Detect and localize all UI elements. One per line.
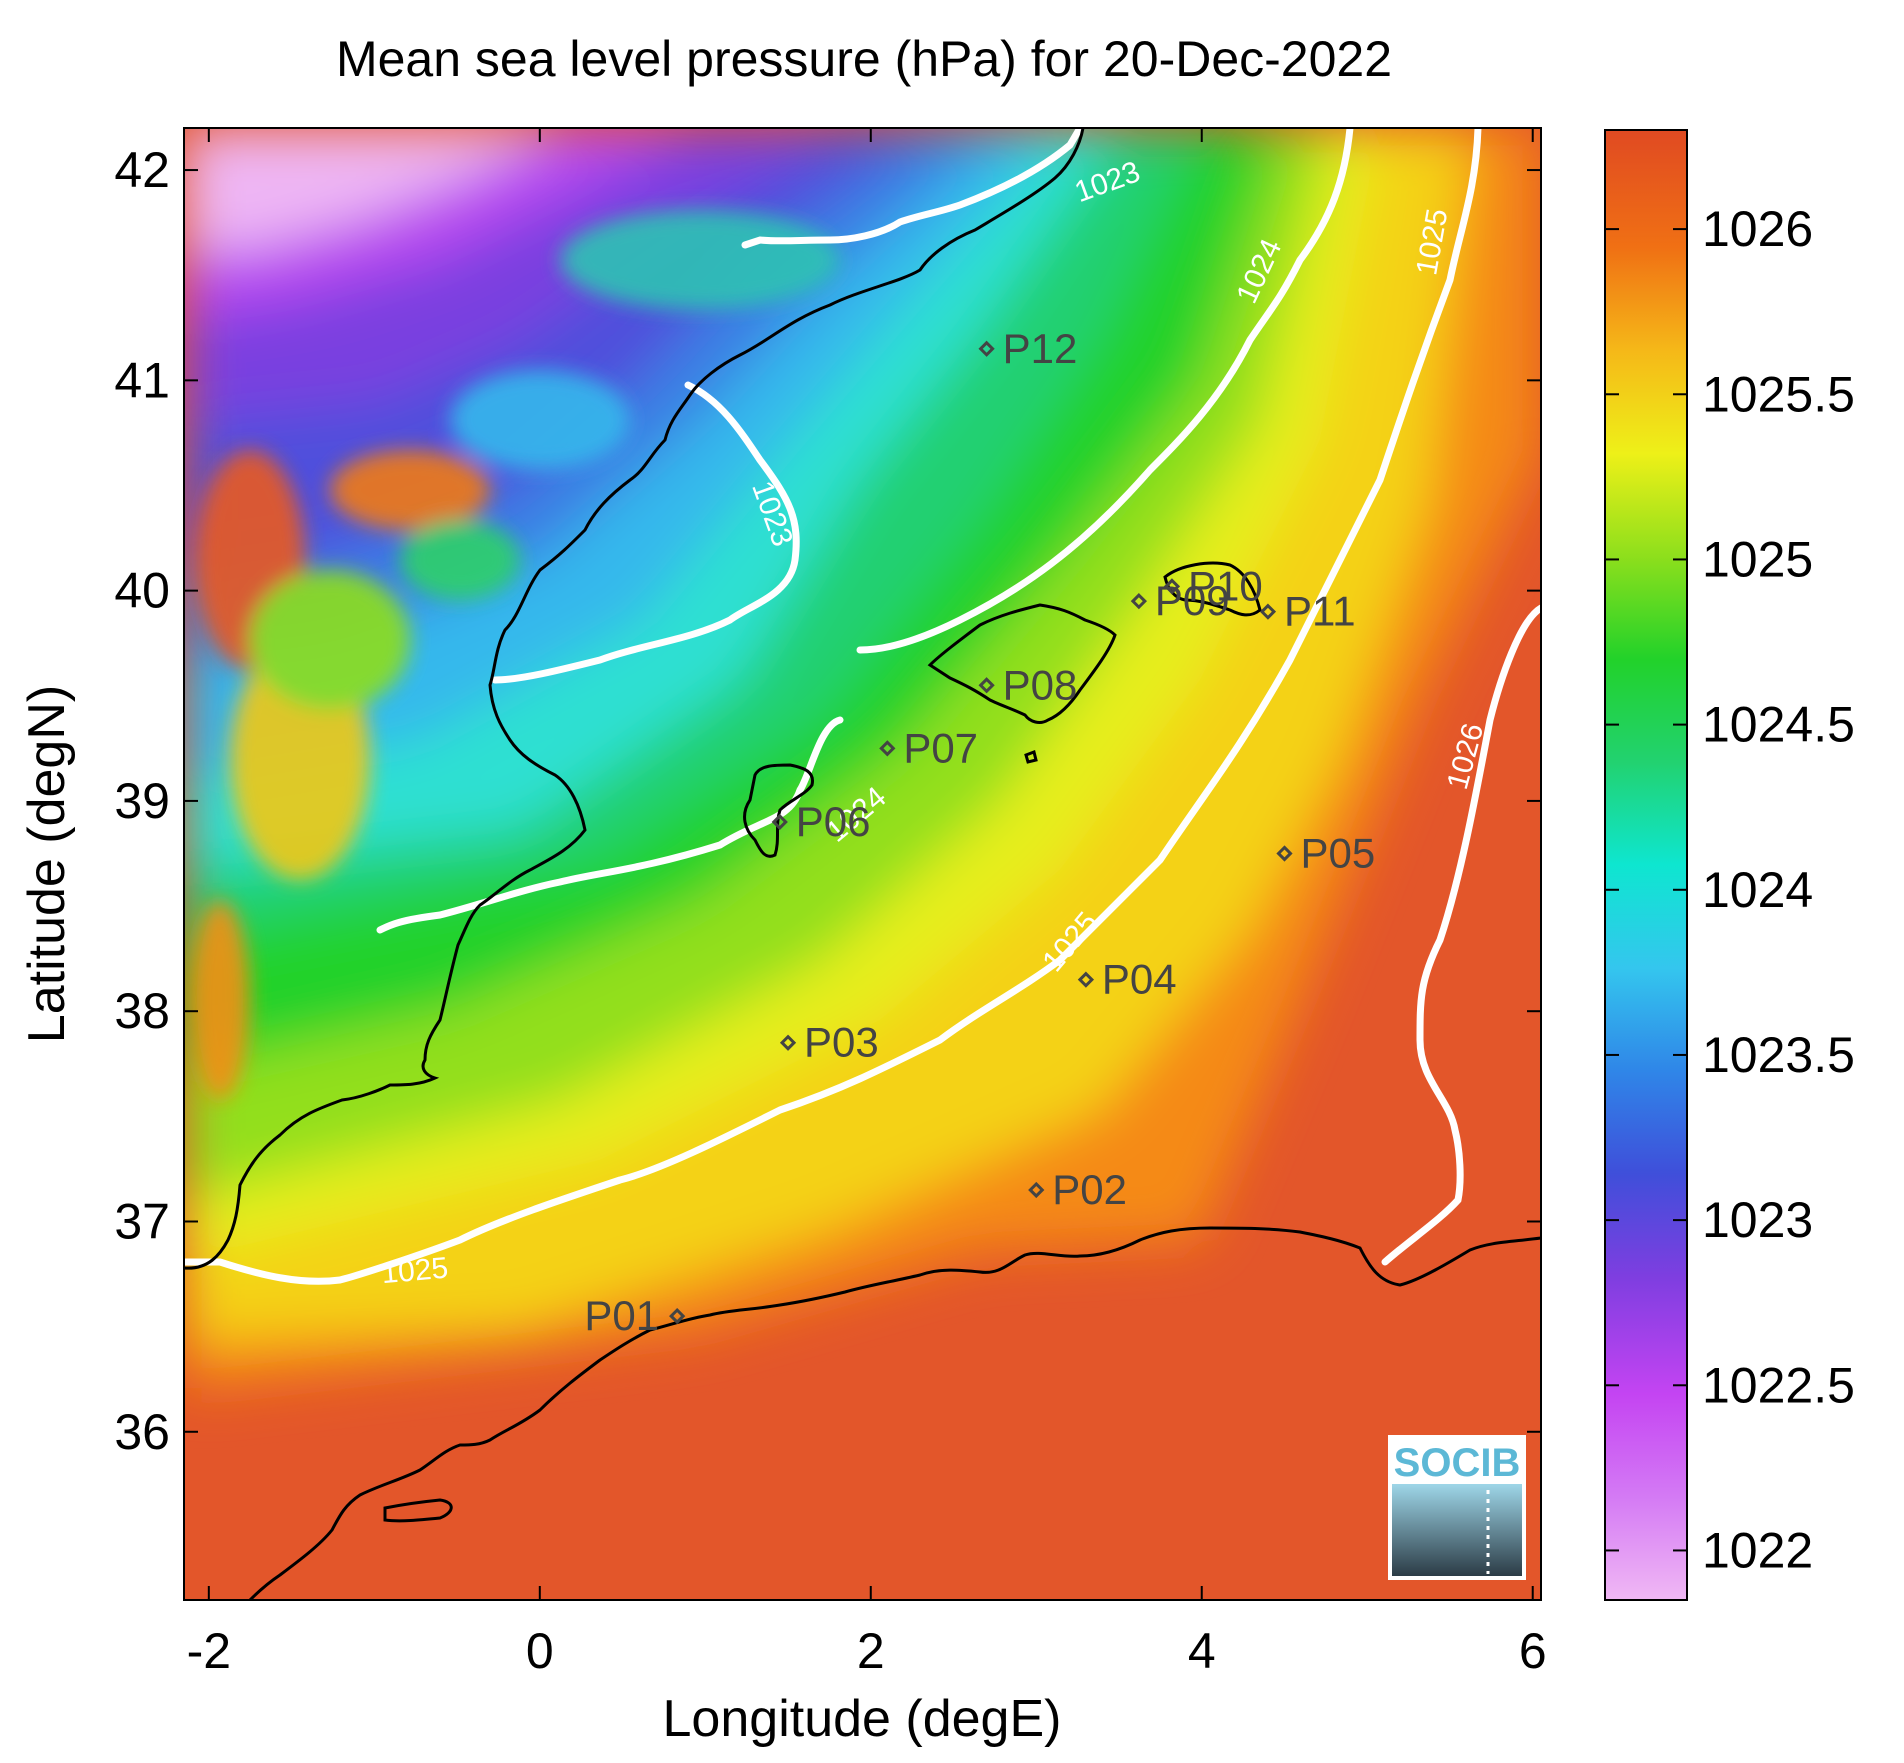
x-tick-label: 6 (1519, 1623, 1547, 1679)
y-axis-ticks: 36 37 38 39 40 41 42 (114, 142, 1541, 1460)
station-marker-icon (1276, 845, 1293, 862)
socib-logo: SOCIB (1388, 1435, 1526, 1580)
station-label: P01 (584, 1292, 659, 1339)
colorbar-tick-label: 1026 (1702, 201, 1813, 257)
x-tick-label: 4 (1188, 1623, 1216, 1679)
station-marker-icon (978, 677, 995, 694)
station-marker-icon (1259, 603, 1277, 620)
station-marker-icon (879, 740, 896, 757)
station-label: P08 (1003, 661, 1078, 708)
colorbar-tick-label: 1025.5 (1702, 366, 1855, 422)
station-marker-icon (779, 1034, 797, 1051)
pressure-field (184, 128, 1541, 1600)
colorbar-tick-label: 1024 (1702, 862, 1813, 918)
station-label: P02 (1052, 1166, 1127, 1213)
y-tick-label: 39 (114, 773, 170, 829)
y-axis-label: Latitude (degN) (18, 685, 76, 1043)
colorbar: 1022 1022.5 1023 1023.5 1024 1024.5 1025 1025.5… (1604, 129, 1855, 1601)
colorbar-tick-label: 1022 (1702, 1522, 1813, 1578)
x-tick-label: -2 (187, 1623, 231, 1679)
y-tick-label: 42 (114, 142, 170, 198)
station-label: P03 (804, 1019, 879, 1066)
station-label: P10 (1188, 562, 1263, 609)
station-marker-icon (669, 1307, 686, 1325)
station-label: P11 (1284, 588, 1356, 635)
y-tick-label: 38 (114, 983, 170, 1039)
station-label: P05 (1300, 829, 1375, 876)
station-label: P12 (1003, 325, 1078, 372)
y-tick-label: 36 (114, 1404, 170, 1460)
x-axis-label: Longitude (degE) (663, 1690, 1062, 1748)
x-tick-label: 0 (526, 1623, 554, 1679)
station-label: P04 (1102, 956, 1177, 1003)
colorbar-tick-label: 1025 (1702, 531, 1813, 587)
socib-logo-text: SOCIB (1394, 1441, 1521, 1485)
x-axis-ticks: -2 0 2 4 6 (187, 128, 1547, 1679)
colorbar-tick-label: 1023 (1702, 1192, 1813, 1248)
station-label: P07 (903, 724, 978, 771)
station-marker-icon (1130, 593, 1147, 610)
y-tick-label: 41 (114, 352, 170, 408)
y-tick-label: 40 (114, 563, 170, 619)
plot-frame (183, 127, 1542, 1601)
x-tick-label: 2 (857, 1623, 885, 1679)
coastlines (184, 128, 1541, 1600)
station-marker-icon (978, 340, 995, 357)
station-marker-icon (1077, 971, 1095, 988)
colorbar-tick-label: 1024.5 (1702, 697, 1855, 753)
chart-title: Mean sea level pressure (hPa) for 20-Dec… (336, 31, 1392, 87)
station-marker-icon (1163, 578, 1181, 595)
station-label: P06 (796, 798, 871, 845)
station-marker-icon (771, 813, 788, 831)
y-tick-label: 37 (114, 1193, 170, 1249)
contour-lines (184, 128, 1541, 1285)
station-marker-icon (1028, 1181, 1045, 1199)
colorbar-tick-label: 1023.5 (1702, 1027, 1855, 1083)
colorbar-ticks: 1022 1022.5 1023 1023.5 1024 1024.5 1025 1025.5… (1605, 201, 1855, 1578)
colorbar-tick-label: 1022.5 (1702, 1357, 1855, 1413)
contour-label: 1025 (380, 1252, 449, 1291)
